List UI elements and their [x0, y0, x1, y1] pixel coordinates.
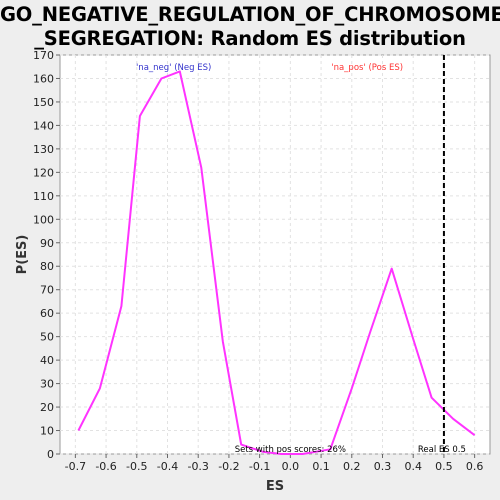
x-tick-label: 0.4	[404, 460, 422, 473]
x-tick-label: -0.2	[218, 460, 239, 473]
y-tick-label: 130	[33, 143, 54, 156]
real-es-label: Real ES 0.5	[418, 445, 466, 455]
y-tick-label: 0	[47, 448, 54, 461]
y-tick-label: 120	[33, 166, 54, 179]
x-tick-label: -0.1	[249, 460, 270, 473]
x-tick-label: 0.2	[343, 460, 361, 473]
x-tick-label: -0.4	[157, 460, 178, 473]
x-tick-label: -0.7	[65, 460, 86, 473]
y-tick-label: 10	[40, 425, 54, 438]
y-tick-label: 170	[33, 49, 54, 62]
y-tick-label: 60	[40, 307, 54, 320]
y-tick-label: 100	[33, 213, 54, 226]
chart-title-line-1: GO_NEGATIVE_REGULATION_OF_CHROMOSOME	[0, 3, 500, 26]
x-tick-label: -0.3	[187, 460, 208, 473]
y-tick-label: 90	[40, 237, 54, 250]
y-tick-label: 40	[40, 354, 54, 367]
x-tick-label: 0.0	[282, 460, 300, 473]
x-tick-label: 0.3	[374, 460, 392, 473]
y-tick-label: 50	[40, 331, 54, 344]
x-axis-label: ES	[266, 479, 284, 494]
y-tick-label: 20	[40, 401, 54, 414]
y-tick-label: 160	[33, 72, 54, 85]
y-tick-label: 70	[40, 284, 54, 297]
y-tick-label: 110	[33, 190, 54, 203]
y-tick-label: 80	[40, 260, 54, 273]
y-tick-label: 150	[33, 96, 54, 109]
grid-lines	[60, 54, 490, 455]
x-tick-label: 0.5	[435, 460, 453, 473]
plot-area	[59, 54, 491, 455]
x-tick-label: 0.6	[466, 460, 484, 473]
x-tick-label: 0.1	[312, 460, 330, 473]
series-group	[77, 70, 476, 455]
y-axis: 0 10 20 30 40 50 60 70 80 90 100 110 120 130 140 150 160…	[33, 49, 60, 461]
x-tick-label: -0.6	[95, 460, 116, 473]
x-axis: -0.7 -0.6 -0.5 -0.4 -0.3 -0.2 -0.1 0.0 0.1 0.2 0.3…	[65, 454, 484, 473]
y-axis-label: P(ES)	[15, 235, 30, 275]
y-tick-label: 30	[40, 378, 54, 391]
pos-es-label: 'na_pos' (Pos ES)	[331, 63, 403, 73]
y-tick-label: 140	[33, 119, 54, 132]
chart-title-line-2: _SEGREGATION: Random ES distribution	[34, 27, 466, 50]
es-distribution-line	[77, 70, 476, 455]
x-tick-label: -0.5	[126, 460, 147, 473]
neg-es-label: 'na_neg' (Neg ES)	[136, 63, 211, 73]
pos-scores-label: Sets with pos scores: 26%	[235, 445, 346, 455]
